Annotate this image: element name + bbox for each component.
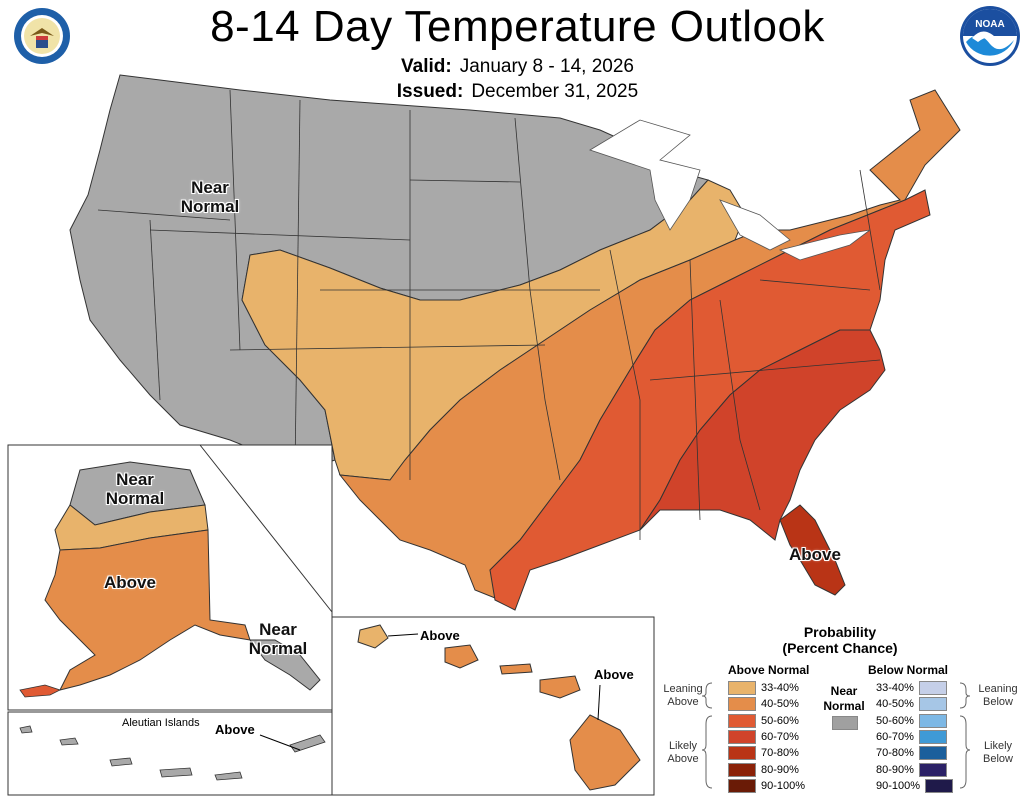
legend-leaning-above: Leaning Above <box>663 683 703 708</box>
legend-swatch <box>728 746 756 761</box>
legend-title-line1: Probability <box>803 624 877 640</box>
conus-map <box>69 74 961 611</box>
legend-below-header: Below Normal <box>868 663 949 677</box>
alaska-inset <box>7 444 333 796</box>
legend-bin-label: 80-90% <box>761 763 799 776</box>
legend-swatch <box>925 778 954 793</box>
legend-below-bin: 90-100% <box>876 778 954 794</box>
legend-below-bin: 60-70% <box>876 729 947 745</box>
legend-above-bin: 40-50% <box>728 696 799 712</box>
hawaii-inset <box>331 616 655 796</box>
legend-likely-below: Likely Below <box>983 740 1013 765</box>
legend-swatch <box>918 746 947 761</box>
legend-below-bin: 70-80% <box>876 745 947 761</box>
legend-bin-label: 70-80% <box>876 747 914 760</box>
legend-swatch <box>728 681 756 695</box>
alaska-above-label: Above <box>104 573 156 592</box>
hawaii-above-label-2: Above <box>594 667 634 682</box>
legend-near-normal-label: Near Normal <box>823 684 865 713</box>
hawaii-maui <box>539 675 581 699</box>
hawaii-molokai <box>499 663 533 675</box>
legend-likely-above: Likely Above <box>667 740 699 765</box>
legend-above-bin: 50-60% <box>728 713 799 729</box>
legend-above-bin: 90-100% <box>728 778 805 794</box>
legend-title: Probability (Percent Chance) <box>740 624 940 656</box>
legend-leaning-below: Leaning Below <box>978 683 1018 708</box>
legend-near-normal-swatch <box>832 716 858 730</box>
conus-near-normal-label: Near Normal <box>180 178 240 216</box>
valid-label: Valid: <box>401 56 452 77</box>
legend-swatch <box>728 713 756 728</box>
legend-braces <box>701 682 971 789</box>
legend-swatch <box>728 697 756 712</box>
issued-value: December 31, 2025 <box>471 81 639 102</box>
legend-swatch <box>918 681 947 695</box>
legend-swatch <box>918 713 947 728</box>
legend-below-bin: 50-60% <box>876 713 947 729</box>
legend-below-bin: 80-90% <box>876 762 947 778</box>
legend-swatch <box>918 762 947 777</box>
legend-swatch <box>728 778 756 793</box>
valid-line: Valid: January 8 - 14, 2026 <box>0 56 1035 78</box>
aleutian-above-label: Above <box>215 722 255 737</box>
map-title: 8-14 Day Temperature Outlook <box>210 2 825 51</box>
legend-above-header: Above Normal <box>728 663 810 677</box>
above-70-80-region <box>779 504 846 596</box>
legend-swatch <box>728 762 756 777</box>
alaska-panhandle-near-normal-label: Near Normal <box>248 620 308 658</box>
valid-value: January 8 - 14, 2026 <box>459 56 634 77</box>
legend-swatch <box>918 729 947 744</box>
legend-bin-label: 33-40% <box>876 682 914 694</box>
legend-swatch <box>728 729 756 744</box>
above-60-70-region <box>639 329 886 541</box>
great-lakes <box>589 119 871 261</box>
noaa-logo-text: NOAA <box>975 19 1004 30</box>
legend-bin-label: 33-40% <box>761 682 799 694</box>
legend-above-bin: 33-40% <box>728 680 799 696</box>
legend-bin-label: 60-70% <box>761 730 799 743</box>
legend-swatch <box>918 697 947 712</box>
aleutian-chain-inset <box>19 684 62 698</box>
noaa-logo-icon: NOAA <box>960 6 1020 66</box>
hawaii-big-island <box>569 714 641 791</box>
conus-above-label: Above <box>789 545 841 564</box>
legend-bin-label: 80-90% <box>876 763 914 776</box>
alaska-panhandle-near-normal <box>249 639 321 691</box>
alaska-near-normal-label: Near Normal <box>105 470 165 508</box>
hawaii-kauai <box>357 624 389 649</box>
legend-bin-label: 40-50% <box>761 698 799 711</box>
legend-below-bin: 40-50% <box>876 696 947 712</box>
aleutian-islands-label: Aleutian Islands <box>122 717 200 729</box>
legend-bin-label: 90-100% <box>876 779 921 792</box>
issued-line: Issued: December 31, 2025 <box>0 81 1035 103</box>
issued-label: Issued: <box>396 81 464 102</box>
hawaii-oahu <box>444 644 479 669</box>
hawaii-above-label-1: Above <box>420 628 460 643</box>
legend-bin-label: 40-50% <box>876 698 914 711</box>
legend-below-bin: 33-40% <box>876 680 947 696</box>
legend-bin-label: 60-70% <box>876 730 914 743</box>
department-of-commerce-seal-icon <box>14 8 70 64</box>
aleutian-islands-strip <box>19 725 326 781</box>
legend-bin-label: 50-60% <box>761 714 799 727</box>
legend-title-line2: (Percent Chance) <box>782 640 898 656</box>
legend-above-bin: 60-70% <box>728 729 799 745</box>
alaska-above-main <box>44 529 251 691</box>
legend-above-bin: 80-90% <box>728 762 799 778</box>
legend-bin-label: 50-60% <box>876 714 914 727</box>
legend-bin-label: 90-100% <box>761 779 806 792</box>
legend-above-bin: 70-80% <box>728 745 799 761</box>
legend-bin-label: 70-80% <box>761 747 799 760</box>
